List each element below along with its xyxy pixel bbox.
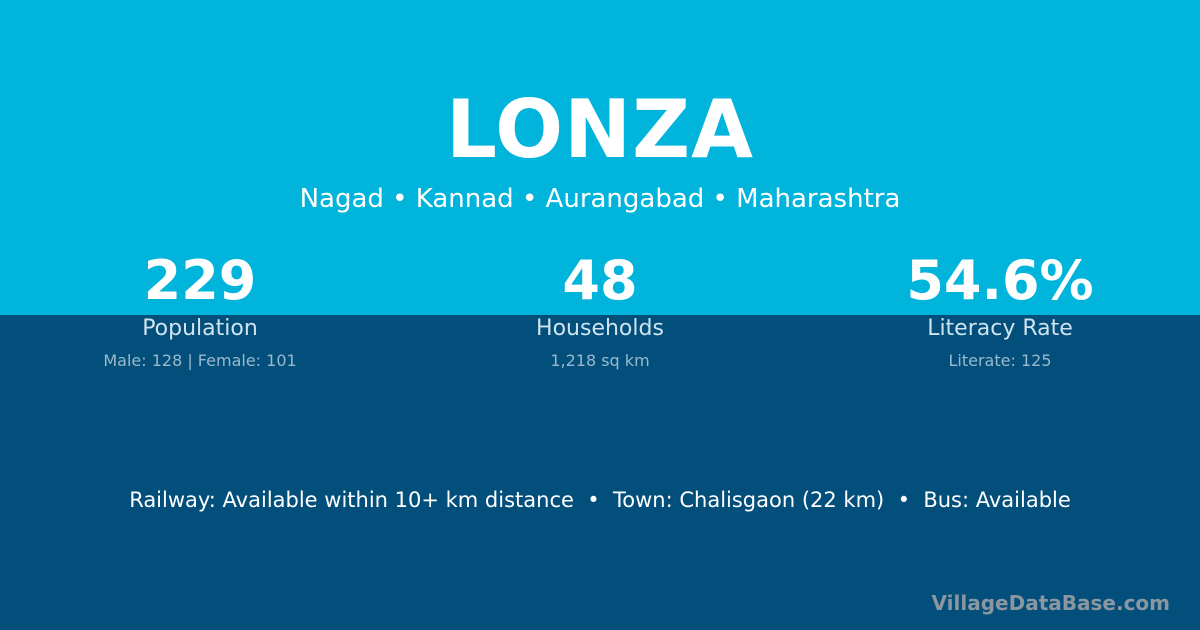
stat-label: Literacy Rate: [927, 316, 1073, 341]
header-band: [0, 0, 1200, 315]
location-breadcrumb: Nagad • Kannad • Aurangabad • Maharashtr…: [299, 184, 901, 214]
stat-value: 54.6%: [906, 249, 1094, 312]
brand-watermark: VillageDataBase.com: [931, 591, 1170, 615]
stat-households: 48 Households 1,218 sq km: [400, 250, 800, 372]
stat-value: 48: [562, 249, 638, 312]
transport-info: Railway: Available within 10+ km distanc…: [129, 488, 1071, 512]
stat-detail: Male: 128 | Female: 101: [103, 351, 297, 370]
stat-detail: 1,218 sq km: [550, 351, 650, 370]
stat-label: Households: [536, 316, 664, 341]
stat-population: 229 Population Male: 128 | Female: 101: [0, 250, 400, 372]
stat-value: 229: [143, 249, 257, 312]
footer-band: [0, 315, 1200, 630]
stat-detail: Literate: 125: [948, 351, 1052, 370]
village-name: LONZA: [445, 83, 754, 176]
stat-literacy: 54.6% Literacy Rate Literate: 125: [800, 250, 1200, 372]
stat-label: Population: [142, 316, 258, 341]
